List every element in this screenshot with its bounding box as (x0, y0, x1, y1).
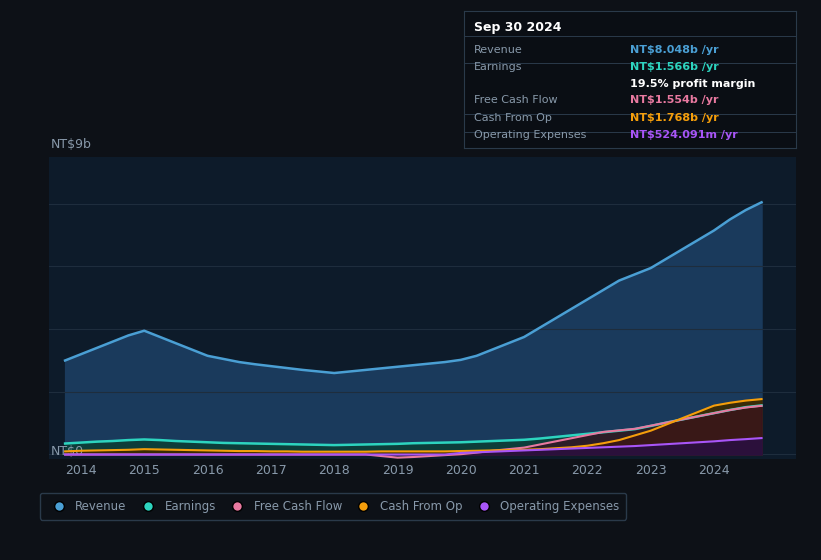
Text: NT$1.554b /yr: NT$1.554b /yr (631, 95, 718, 105)
Text: Operating Expenses: Operating Expenses (474, 130, 586, 139)
Text: Sep 30 2024: Sep 30 2024 (474, 21, 562, 34)
Text: Revenue: Revenue (474, 45, 523, 55)
Legend: Revenue, Earnings, Free Cash Flow, Cash From Op, Operating Expenses: Revenue, Earnings, Free Cash Flow, Cash … (40, 493, 626, 520)
Text: NT$9b: NT$9b (51, 138, 92, 151)
Text: Cash From Op: Cash From Op (474, 113, 552, 123)
Text: NT$1.768b /yr: NT$1.768b /yr (631, 113, 719, 123)
Text: Free Cash Flow: Free Cash Flow (474, 95, 557, 105)
Text: NT$8.048b /yr: NT$8.048b /yr (631, 45, 718, 55)
Text: NT$0: NT$0 (51, 445, 84, 458)
Text: Earnings: Earnings (474, 63, 522, 72)
Text: NT$1.566b /yr: NT$1.566b /yr (631, 63, 719, 72)
Text: NT$524.091m /yr: NT$524.091m /yr (631, 130, 738, 139)
Text: 19.5% profit margin: 19.5% profit margin (631, 79, 755, 89)
